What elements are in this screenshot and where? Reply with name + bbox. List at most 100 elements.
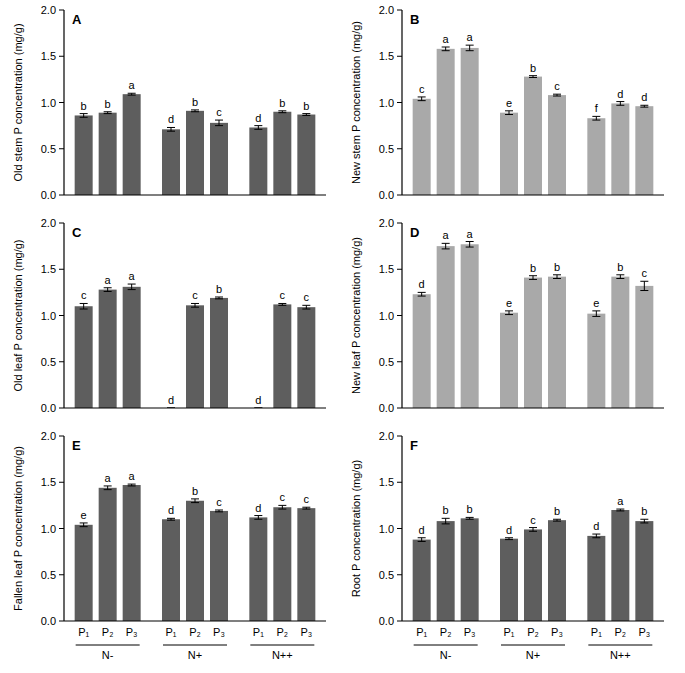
error-bar: [616, 102, 624, 106]
error-bar: [128, 484, 136, 486]
error-stem: [282, 505, 283, 509]
group-label: N+: [526, 649, 540, 661]
error-cap: [80, 522, 88, 523]
bar: [413, 99, 431, 195]
error-cap: [254, 515, 262, 516]
bar: [249, 127, 267, 195]
y-tick-label: 0.5: [41, 569, 56, 581]
error-bar: [254, 126, 262, 130]
significance-letter: c: [280, 491, 286, 503]
bar: [210, 123, 228, 195]
x-axis: [64, 407, 326, 408]
significance-letter: d: [168, 504, 174, 516]
error-stem: [445, 47, 446, 51]
error-cap: [442, 47, 450, 48]
error-stem: [83, 114, 84, 118]
error-cap: [592, 116, 600, 117]
error-cap: [466, 517, 474, 518]
significance-letter: c: [304, 291, 310, 303]
significance-letter: a: [617, 495, 624, 507]
error-cap: [167, 518, 175, 519]
significance-letter: a: [105, 274, 112, 286]
error-cap: [553, 274, 561, 275]
y-tick: [59, 56, 64, 57]
y-tick-label: 0.5: [41, 356, 56, 368]
y-tick: [59, 436, 64, 437]
bar: [611, 277, 629, 408]
error-bar: [553, 519, 561, 521]
error-cap: [104, 291, 112, 292]
error-cap: [466, 50, 474, 51]
error-cap: [302, 309, 310, 310]
error-bar: [529, 528, 537, 532]
error-bar: [592, 311, 600, 317]
error-stem: [258, 516, 259, 520]
x-tick-label: P₂: [440, 626, 452, 638]
bar: [437, 49, 455, 195]
error-cap: [128, 95, 136, 96]
bar: [75, 115, 93, 195]
bar: [524, 278, 542, 408]
error-cap: [278, 305, 286, 306]
significance-letter: c: [192, 289, 198, 301]
error-cap: [553, 278, 561, 279]
error-cap: [442, 518, 450, 519]
x-tick-label: P₃: [300, 626, 312, 638]
significance-letter: f: [595, 102, 599, 114]
y-tick-label: 0.5: [379, 356, 394, 368]
significance-letter: b: [105, 98, 111, 110]
group-line: [163, 645, 227, 646]
x-axis: [64, 620, 326, 621]
error-cap: [80, 117, 88, 118]
figure: 0.00.51.01.52.0Old stem P concentration …: [0, 0, 685, 673]
error-cap: [128, 284, 136, 285]
error-bar: [466, 45, 474, 51]
significance-letter: c: [554, 80, 560, 92]
bar: [186, 305, 204, 408]
significance-letter: a: [443, 229, 450, 241]
bar: [413, 540, 431, 621]
error-cap: [278, 509, 286, 510]
x-tick-label: P₂: [527, 626, 539, 638]
error-cap: [278, 110, 286, 111]
error-cap: [640, 519, 648, 520]
error-stem: [131, 284, 132, 290]
error-cap: [505, 537, 513, 538]
error-cap: [616, 105, 624, 106]
bar: [587, 118, 605, 195]
panel: 0.00.51.01.52.0New leaf P concentration …: [350, 217, 664, 414]
error-stem: [509, 311, 510, 315]
significance-letter: e: [506, 97, 512, 109]
error-stem: [195, 499, 196, 503]
error-bar: [278, 505, 286, 509]
y-tick: [397, 102, 402, 103]
y-tick: [59, 148, 64, 149]
error-cap: [80, 303, 88, 304]
error-bar: [442, 243, 450, 249]
bar: [635, 286, 653, 408]
error-cap: [529, 279, 537, 280]
error-cap: [616, 278, 624, 279]
error-cap: [418, 292, 426, 293]
error-cap: [592, 537, 600, 538]
error-cap: [529, 531, 537, 532]
error-stem: [445, 518, 446, 524]
y-tick-label: 1.0: [41, 523, 56, 535]
error-cap: [302, 115, 310, 116]
error-bar: [254, 516, 262, 520]
panel: 0.00.51.01.52.0Fallen leaf P concentrati…: [12, 430, 326, 661]
bar: [186, 501, 204, 621]
error-cap: [529, 275, 537, 276]
error-stem: [469, 45, 470, 51]
x-tick-label: P₂: [102, 626, 114, 638]
significance-letter: b: [617, 261, 623, 273]
bar: [413, 294, 431, 408]
error-cap: [418, 100, 426, 101]
error-cap: [592, 534, 600, 535]
error-bar: [505, 111, 513, 115]
significance-letter: a: [129, 470, 136, 482]
significance-letter: b: [530, 262, 536, 274]
significance-letter: a: [105, 472, 112, 484]
error-cap: [553, 94, 561, 95]
group-label: N++: [610, 649, 631, 661]
